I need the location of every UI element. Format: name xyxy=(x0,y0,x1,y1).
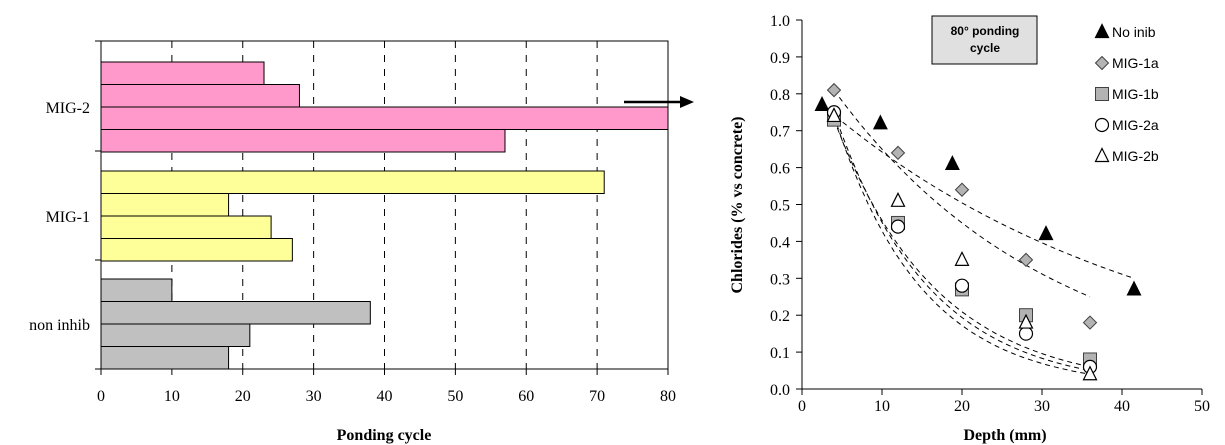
scatter-points xyxy=(814,82,1142,381)
scatter-axes xyxy=(796,19,1203,395)
scatter-x-axis-title: Depth (mm) xyxy=(963,427,1046,444)
scatter-x-tick-label: 40 xyxy=(1114,398,1130,415)
bar-x-tick-label: 0 xyxy=(97,388,105,405)
bar xyxy=(100,106,669,130)
scatter-x-tick-label: 50 xyxy=(1194,398,1210,415)
bar-x-tick-label: 50 xyxy=(447,388,463,405)
data-point xyxy=(890,145,906,161)
data-point xyxy=(1126,280,1142,296)
bar-x-tick-label: 30 xyxy=(306,388,322,405)
legend-label: MIG-1a xyxy=(1112,55,1159,71)
data-point xyxy=(1018,313,1034,329)
overflow-arrow-icon xyxy=(624,96,694,108)
bar-axis xyxy=(95,40,669,375)
bar xyxy=(100,301,371,325)
legend-marker-icon xyxy=(1095,87,1109,101)
chloride-scatter-chart: 0.0 0.1 0.2 0.3 0.4 0.5 0.6 0.7 0.8 0.9 1.0 0 10 20 3… xyxy=(729,13,1210,444)
data-point xyxy=(890,219,906,234)
scatter-x-tick-label: 30 xyxy=(1034,398,1050,415)
bar-category-label: non inhib xyxy=(29,317,90,334)
scatter-trendlines xyxy=(821,89,1135,375)
scatter-x-tick-label: 20 xyxy=(954,398,970,415)
legend-label: MIG-2a xyxy=(1112,117,1159,133)
scatter-y-tick-label: 0.9 xyxy=(770,50,790,67)
legend-label: No inib xyxy=(1112,24,1156,40)
scatter-y-tick-label: 0.7 xyxy=(770,124,790,141)
scatter-title: 80° ponding cycle xyxy=(951,24,1020,55)
bar-x-tick-label: 10 xyxy=(164,388,180,405)
data-point xyxy=(944,155,960,171)
bar-category-label: MIG-1 xyxy=(46,209,90,226)
scatter-title-box: 80° ponding cycle xyxy=(931,15,1038,65)
data-point xyxy=(826,107,842,123)
bar-x-tick-label: 60 xyxy=(518,388,534,405)
bar-x-tick-label: 70 xyxy=(589,388,605,405)
bar-category-label: MIG-2 xyxy=(46,100,90,117)
bar xyxy=(100,278,173,302)
scatter-y-tick-label: 0.4 xyxy=(770,234,790,251)
scatter-y-tick-label: 1.0 xyxy=(770,13,790,30)
scatter-x-tick-label: 10 xyxy=(874,398,890,415)
legend-marker-icon xyxy=(1094,23,1110,39)
legend-marker-icon xyxy=(1094,55,1110,71)
bar-category-labels: MIG-2 MIG-1 non inhib xyxy=(29,100,90,334)
trendline xyxy=(833,112,1091,372)
bar-series xyxy=(100,61,669,370)
trendline xyxy=(821,104,1135,279)
data-point xyxy=(1038,225,1054,241)
scatter-y-tick-label: 0.3 xyxy=(770,271,790,288)
scatter-x-tick-label: 0 xyxy=(798,398,806,415)
data-point xyxy=(954,182,970,197)
legend-label: MIG-2b xyxy=(1112,148,1159,164)
data-point xyxy=(1018,326,1034,341)
bar xyxy=(100,193,230,217)
bar xyxy=(100,215,272,239)
bar xyxy=(100,170,605,194)
data-point xyxy=(1018,252,1034,268)
scatter-y-tick-label: 0.6 xyxy=(770,161,790,178)
scatter-y-tick-label: 0.1 xyxy=(770,345,790,362)
bar-x-axis-title: Ponding cycle xyxy=(337,427,432,444)
bar-x-tick-label: 20 xyxy=(235,388,251,405)
data-point xyxy=(1082,315,1098,330)
legend-marker-icon xyxy=(1094,117,1110,133)
trendline xyxy=(833,115,1091,375)
bar xyxy=(100,84,300,108)
data-point xyxy=(872,114,888,130)
data-point xyxy=(826,82,842,98)
trendline xyxy=(833,119,1091,368)
legend-label: MIG-1b xyxy=(1112,86,1159,102)
data-point xyxy=(890,191,906,207)
scatter-y-tick-label: 0.2 xyxy=(770,308,790,325)
bar xyxy=(100,346,230,370)
bar xyxy=(100,238,293,262)
scatter-y-tick-labels: 0.0 0.1 0.2 0.3 0.4 0.5 0.6 0.7 0.8 0.9 1.0 xyxy=(770,13,790,399)
data-point xyxy=(954,278,970,293)
data-point xyxy=(954,251,970,266)
bar-x-tick-labels: 0 10 20 30 40 50 60 70 80 xyxy=(97,388,676,405)
bar-x-tick-label: 80 xyxy=(660,388,676,405)
scatter-legend: No inib MIG-1a MIG-1b MIG-2a MIG-2b xyxy=(1094,23,1159,164)
scatter-y-axis-title: Chlorides (% vs concrete) xyxy=(729,117,746,294)
scatter-y-tick-label: 0.8 xyxy=(770,87,790,104)
data-point xyxy=(1082,365,1098,381)
scatter-x-tick-labels: 0 10 20 30 40 50 xyxy=(798,398,1210,415)
bar xyxy=(100,323,251,347)
scatter-y-tick-label: 0.5 xyxy=(770,198,790,215)
legend-marker-icon xyxy=(1094,147,1110,163)
ponding-bar-chart: 0 10 20 30 40 50 60 70 80 MIG-2 MIG-1 non inhib Po… xyxy=(29,40,694,444)
data-point xyxy=(814,96,830,111)
bar-x-tick-label: 40 xyxy=(377,388,393,405)
bar xyxy=(100,129,506,153)
scatter-y-tick-label: 0.0 xyxy=(770,382,790,399)
bar xyxy=(100,61,265,85)
